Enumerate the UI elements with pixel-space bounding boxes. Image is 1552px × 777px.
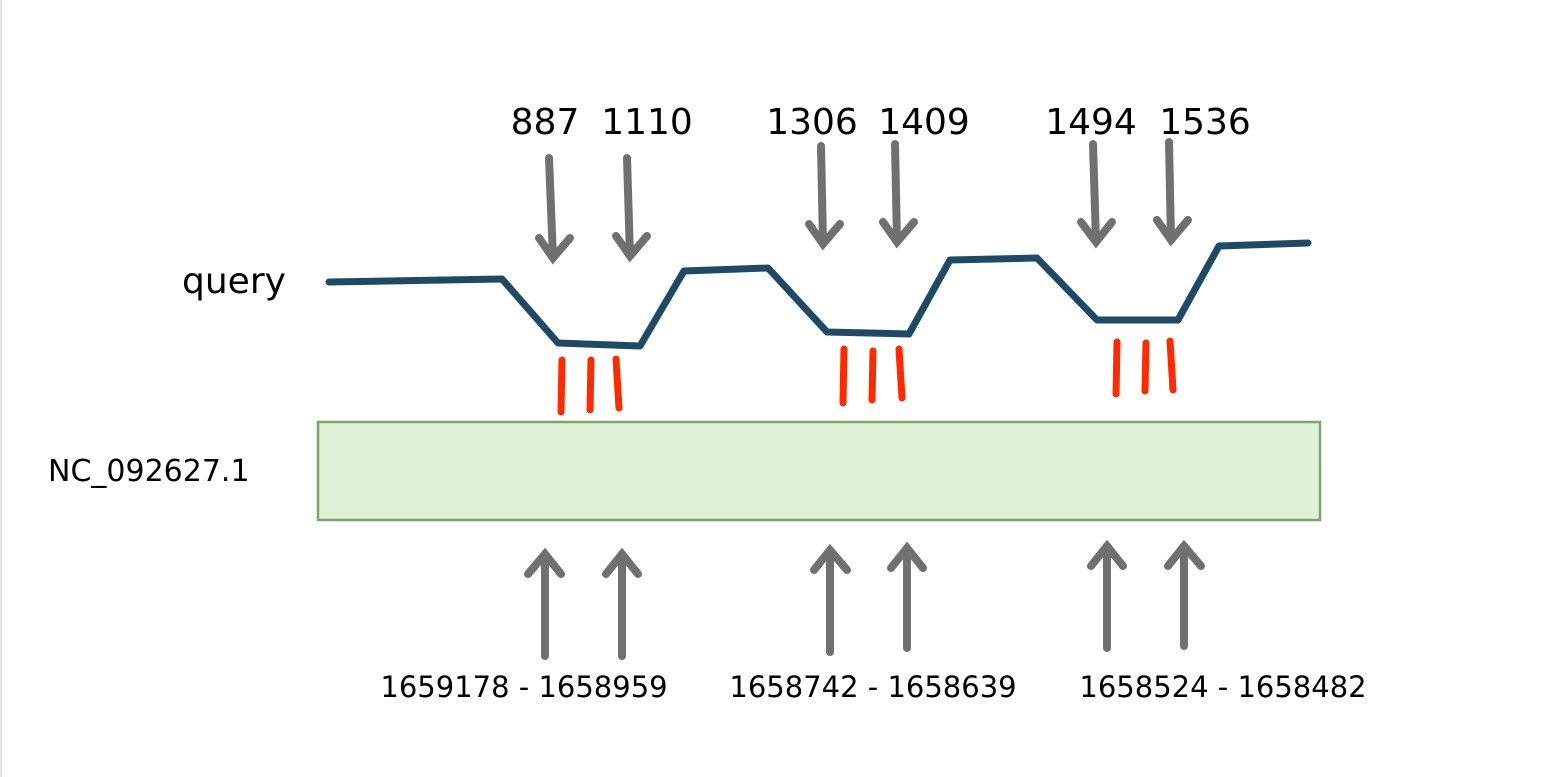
query-label: query bbox=[182, 261, 286, 302]
up-arrow-icon bbox=[1164, 539, 1205, 650]
query-end-2: 1409 bbox=[878, 102, 970, 143]
query-start-3: 1494 bbox=[1045, 102, 1137, 143]
ref-range-1: 1659178 - 1658959 bbox=[380, 670, 667, 704]
query-line bbox=[325, 239, 1312, 350]
ref-range-2: 1658742 - 1658639 bbox=[729, 670, 1016, 704]
reference-bar bbox=[316, 420, 1322, 522]
down-arrow-icon bbox=[805, 142, 844, 251]
query-end-1: 1110 bbox=[601, 102, 693, 143]
down-arrow-icon bbox=[1153, 138, 1192, 247]
query-start-2: 1306 bbox=[766, 102, 858, 143]
up-arrow-icon bbox=[887, 541, 927, 652]
down-arrow-icon bbox=[879, 140, 918, 249]
up-arrow-icon bbox=[524, 547, 565, 660]
down-arrow-icon bbox=[612, 154, 651, 263]
query-start-1: 887 bbox=[511, 102, 580, 143]
match-ticks-2 bbox=[839, 345, 906, 407]
ref-range-3: 1658524 - 1658482 bbox=[1079, 670, 1366, 704]
match-ticks-3 bbox=[1112, 337, 1177, 398]
match-ticks-1 bbox=[557, 355, 623, 416]
query-end-3: 1536 bbox=[1159, 102, 1251, 143]
up-arrow-icon bbox=[1087, 539, 1127, 652]
up-arrow-icon bbox=[810, 543, 851, 656]
down-arrow-icon bbox=[535, 154, 574, 265]
down-arrow-icon bbox=[1077, 140, 1116, 249]
up-arrow-icon bbox=[602, 547, 642, 660]
reference-label: NC_092627.1 bbox=[48, 454, 250, 489]
